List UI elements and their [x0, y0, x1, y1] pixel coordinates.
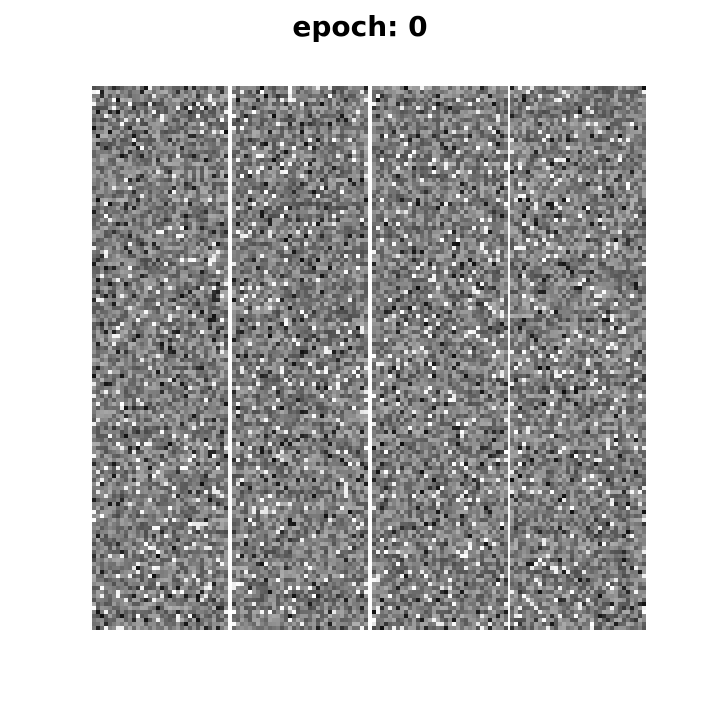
noise-image-4 [510, 86, 646, 630]
image-panel-2 [232, 86, 368, 630]
image-panel-3 [372, 86, 508, 630]
noise-image-3 [372, 86, 508, 630]
noise-image-1 [92, 86, 228, 630]
image-panel-4 [510, 86, 646, 630]
figure-title: epoch: 0 [0, 8, 720, 46]
noise-image-2 [232, 86, 368, 630]
image-panel-1 [92, 86, 228, 630]
image-grid [92, 86, 646, 630]
